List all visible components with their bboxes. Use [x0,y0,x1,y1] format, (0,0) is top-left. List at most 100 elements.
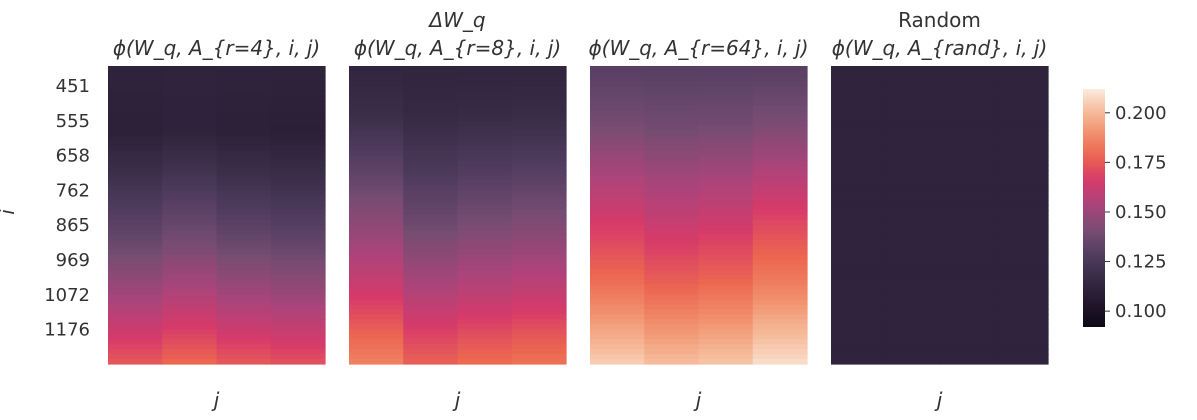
heatmap-cell [349,155,404,161]
heatmap-cell [270,239,326,246]
heatmap-cell [993,339,1049,345]
heatmap-cell [349,110,404,117]
heatmap-cell [216,254,272,261]
heatmap-cell [457,319,513,325]
colorbar-ticks: 0.100 0.125 0.150 0.175 0.200 [1105,103,1167,322]
heatmap-cell [511,284,567,291]
heatmap-cell [270,90,326,97]
heatmap-cell [457,80,513,87]
heatmap-cell [511,70,567,77]
heatmap-cell [403,324,459,330]
heatmap-cell [403,215,459,221]
heatmap-cell [993,354,1049,360]
heatmap-cell [511,160,567,166]
heatmap-cell [403,140,459,147]
heatmap-cell [216,259,272,266]
heatmap-cell [644,259,700,266]
heatmap-cell [831,185,886,191]
heatmap-cell [108,344,163,350]
heatmap-cell [590,66,645,72]
heatmap-cell [644,314,700,320]
heatmap-cell [698,90,754,97]
heatmap-cell [885,259,941,266]
heatmap-cell [831,190,886,196]
heatmap-cell [270,190,326,196]
heatmap-cell [885,314,941,320]
heatmap-cell [885,85,941,92]
heatmap-cell [590,264,645,271]
heatmap-cell [349,219,404,226]
heatmap-cell [403,190,459,196]
heatmap-cell [349,135,404,142]
heatmap-cell [590,100,645,107]
heatmap-cell [590,319,645,325]
heatmap-cell [590,344,645,350]
heatmap-cell [698,66,754,72]
heatmap-cell [698,145,754,152]
heatmap-cell [349,205,404,211]
heatmap-cell [216,219,272,226]
heatmap-cell [108,354,163,360]
heatmap-cell [349,264,404,271]
heatmap-cell [644,120,700,127]
heatmap-cell [270,329,326,335]
heatmap-cell [457,110,513,117]
heatmap-cell [270,249,326,256]
heatmap-cell [457,299,513,305]
heatmap-cell [752,90,808,97]
heatmap-cell [162,135,218,142]
y-tick-label: 555 [56,111,90,132]
heatmap-cell [457,210,513,216]
heatmap-cell [993,215,1049,221]
heatmap-cell [511,264,567,271]
heatmap-cell [752,180,808,186]
heatmap-cell [349,334,404,340]
heatmap-cell [216,170,272,176]
heatmap-cell [752,314,808,320]
heatmap-cell [590,195,645,201]
heatmap-cell [270,130,326,137]
heatmap-cell [162,329,218,335]
heatmap-cell [403,219,459,226]
heatmap-cell [162,190,218,196]
heatmap-cell [590,294,645,301]
heatmap-cell [511,175,567,181]
heatmap-cell [216,215,272,221]
heatmap-cell [511,219,567,226]
heatmap-cell [698,70,754,77]
heatmap-cell [993,110,1049,117]
heatmap-cell [885,115,941,122]
colorbar-tick-label: 0.200 [1115,103,1167,124]
heatmap-cell [831,239,886,246]
heatmap-cell [511,165,567,171]
heatmap-cell [939,210,995,216]
heatmap-cell [457,70,513,77]
heatmap-cell [162,115,218,122]
heatmap-cell [939,115,995,122]
heatmap-cell [993,165,1049,171]
heatmap-panel-1: ϕ(W_q, A_{r=4}, i, j) j [108,36,326,412]
heatmap-cell [752,210,808,216]
heatmap-cell [993,219,1049,226]
heatmap-cell [644,125,700,132]
heatmap-cell [885,185,941,191]
heatmap-cell [511,339,567,345]
heatmap-cell [511,145,567,152]
heatmap-cell [885,299,941,305]
heatmap-cell [885,155,941,161]
heatmap-cell [831,329,886,335]
heatmap-cell [831,70,886,77]
heatmap-cell [644,165,700,171]
heatmap-cell [349,175,404,181]
heatmap-cell [162,279,218,286]
heatmap-cell [511,329,567,335]
heatmap-cell [108,234,163,241]
heatmap-cell [457,284,513,291]
heatmap-cell [216,110,272,117]
heatmap-cell [993,334,1049,340]
heatmap-cell [349,80,404,87]
heatmap-cell [349,90,404,97]
heatmap-cell [885,165,941,171]
heatmap-cell [511,170,567,176]
heatmap-cell [349,145,404,152]
